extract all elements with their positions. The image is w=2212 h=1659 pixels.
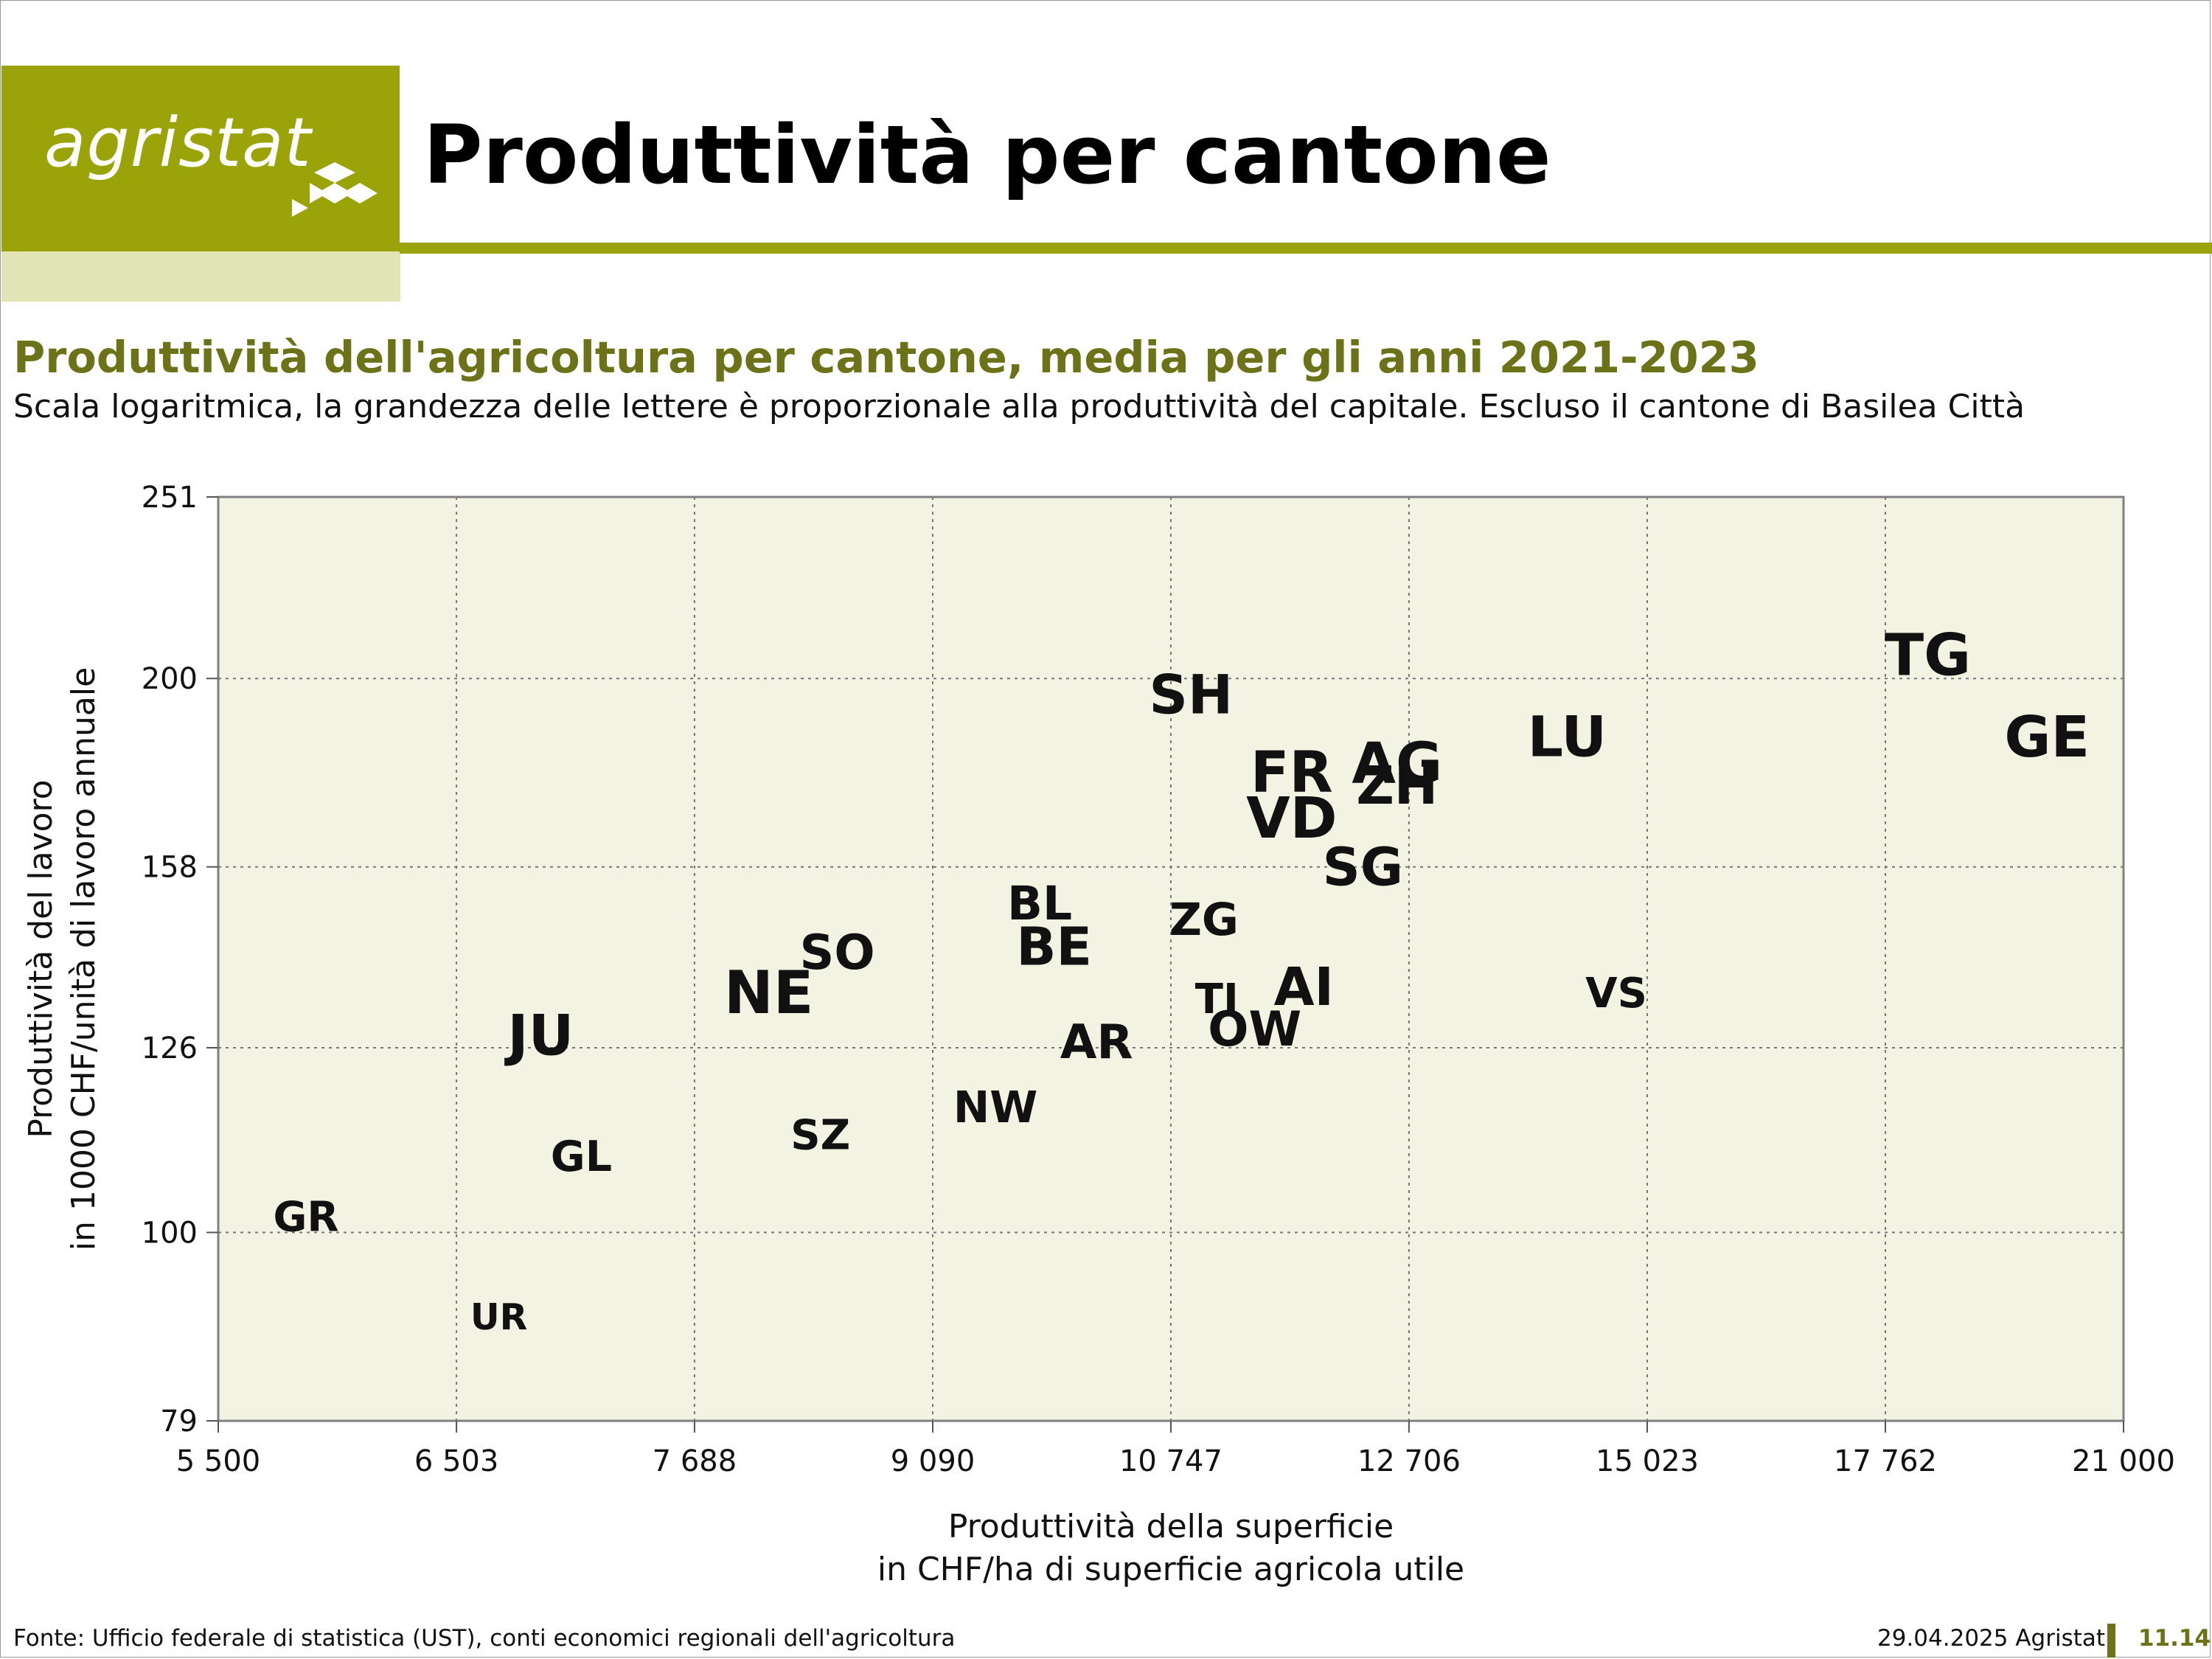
- point-label-zg: ZG: [1169, 894, 1239, 946]
- header-rule: [400, 243, 2212, 254]
- point-label-bl: BL: [1007, 877, 1072, 931]
- footer-source: Fonte: Ufficio federale di statistica (U…: [13, 1625, 956, 1652]
- y-tick-label: 126: [142, 1032, 198, 1065]
- chart-title: Produttività dell'agricoltura per canton…: [13, 332, 1759, 383]
- x-tick-label: 5 500: [176, 1444, 261, 1478]
- point-label-gr: GR: [273, 1194, 338, 1242]
- agristat-logo: [1, 66, 400, 251]
- x-tick-label: 15 023: [1596, 1444, 1699, 1478]
- x-tick-label: 10 747: [1119, 1444, 1222, 1478]
- point-label-vd: VD: [1246, 786, 1338, 852]
- point-label-sg: SG: [1323, 837, 1403, 898]
- footer-date: 29.04.2025 Agristat: [1877, 1625, 2106, 1652]
- y-tick-label: 200: [142, 662, 198, 696]
- plot-area: [218, 497, 2124, 1421]
- point-label-ur: UR: [470, 1296, 528, 1338]
- point-label-sh: SH: [1149, 664, 1233, 727]
- point-label-gl: GL: [551, 1133, 612, 1181]
- point-label-fr: FR: [1251, 740, 1333, 805]
- point-label-vs: VS: [1585, 970, 1647, 1018]
- point-label-sz: SZ: [790, 1112, 850, 1160]
- y-tick-label: 251: [142, 481, 198, 515]
- point-label-ne: NE: [724, 959, 814, 1027]
- point-label-ow: OW: [1208, 1002, 1301, 1057]
- point-label-so: SO: [800, 925, 875, 981]
- y-axis-title-line2: in 1000 CHF/unità di lavoro annuale: [65, 667, 102, 1251]
- point-label-ai: AI: [1274, 956, 1334, 1018]
- chart-subtitle: Scala logaritmica, la grandezza delle le…: [13, 388, 2025, 425]
- point-label-ag: AG: [1352, 731, 1442, 796]
- y-tick-label: 79: [160, 1405, 198, 1439]
- y-axis-title-line1: Produttività del lavoro: [22, 779, 60, 1138]
- x-tick-label: 6 503: [414, 1444, 499, 1478]
- point-label-nw: NW: [953, 1082, 1037, 1133]
- logo-diamonds-icon: [292, 162, 378, 217]
- scatter-chart: Produttività della superficie in CHF/ha d…: [22, 481, 2175, 1588]
- x-tick-label: 7 688: [653, 1444, 737, 1478]
- point-label-be: BE: [1016, 917, 1092, 978]
- point-label-zh: ZH: [1356, 755, 1438, 816]
- point-label-ju: JU: [504, 1003, 574, 1068]
- x-tick-label: 21 000: [2072, 1444, 2175, 1478]
- y-tick-label: 158: [142, 851, 198, 885]
- x-axis-title-line1: Produttività della superficie: [948, 1508, 1394, 1545]
- footer-divider: [2107, 1624, 2115, 1658]
- logo-underbar: [1, 251, 400, 302]
- x-axis-title-line2: in CHF/ha di superficie agricola utile: [877, 1551, 1464, 1588]
- point-label-ti: TI: [1195, 975, 1239, 1023]
- point-label-ar: AR: [1060, 1015, 1133, 1070]
- point-label-tg: TG: [1885, 622, 1971, 689]
- point-label-ge: GE: [2004, 705, 2090, 771]
- y-tick-label: 100: [142, 1216, 198, 1250]
- page-title: Produttività per cantone: [423, 108, 1551, 202]
- x-tick-label: 9 090: [891, 1444, 975, 1478]
- point-label-lu: LU: [1528, 703, 1607, 769]
- x-tick-label: 17 762: [1834, 1444, 1937, 1478]
- page-number: 11.14: [2138, 1625, 2211, 1652]
- x-tick-label: 12 706: [1357, 1444, 1461, 1478]
- logo-text: agristat: [44, 103, 312, 182]
